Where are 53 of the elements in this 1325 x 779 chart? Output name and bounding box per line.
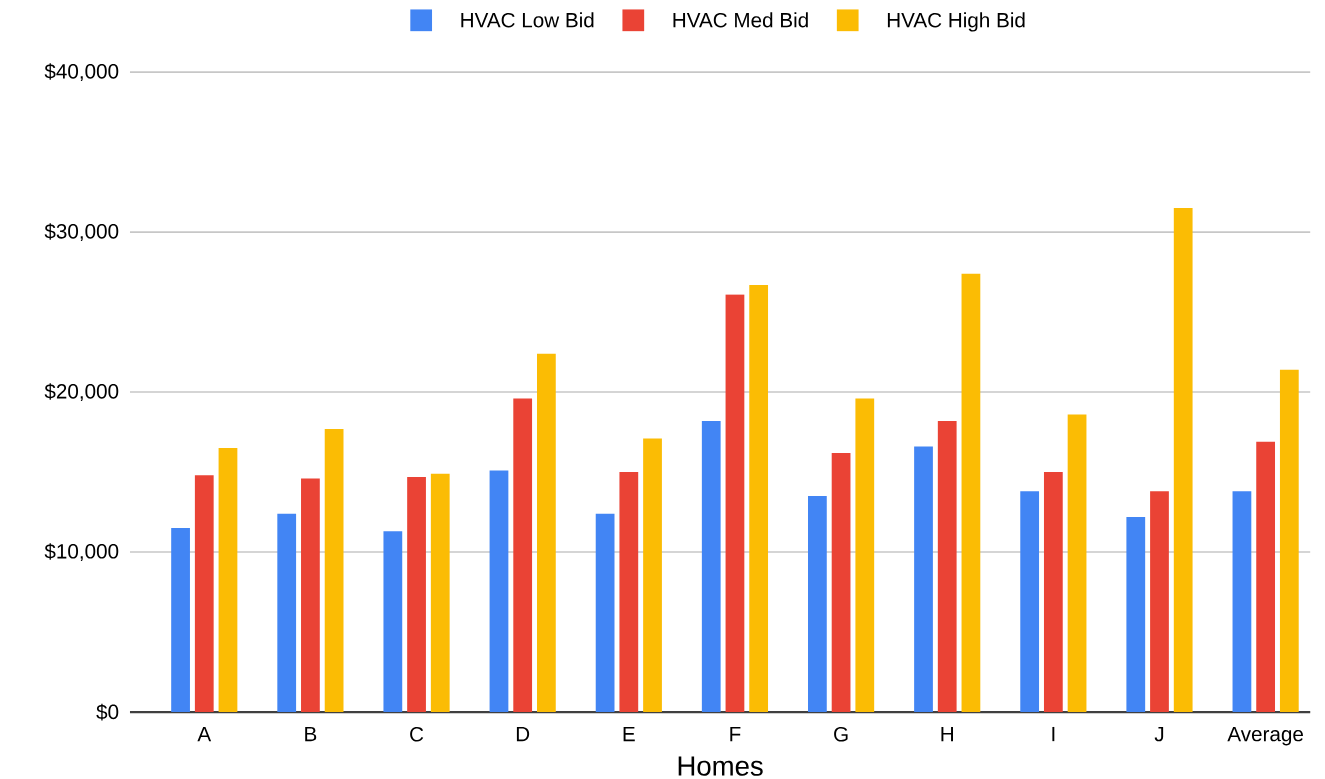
x-tick-label: G — [834, 726, 848, 742]
bar — [1150, 491, 1169, 712]
bar — [961, 273, 981, 712]
legend-label: HVAC Low Bid — [461, 12, 594, 28]
bar — [701, 420, 721, 712]
bar — [301, 478, 320, 712]
bar — [914, 446, 933, 712]
bar — [595, 513, 615, 712]
bar — [937, 420, 957, 712]
bar — [1067, 414, 1087, 712]
bar — [407, 476, 426, 712]
x-tick-label: H — [941, 726, 953, 742]
x-axis-title: Homes — [678, 756, 763, 776]
bar — [749, 284, 769, 712]
y-tick-label: $0 — [96, 703, 119, 721]
x-tick-label: C — [410, 726, 424, 742]
bar — [831, 452, 851, 712]
bar — [430, 473, 450, 712]
y-tick-label: $20,000 — [44, 383, 119, 401]
bar — [194, 475, 214, 712]
legend-label: HVAC High Bid — [887, 12, 1025, 32]
bar — [277, 513, 297, 712]
bar — [537, 353, 556, 712]
bar — [643, 438, 662, 712]
x-tick-label: F — [730, 726, 741, 742]
bar — [1173, 207, 1193, 712]
y-tick-label: $10,000 — [44, 543, 119, 561]
bar — [808, 495, 827, 712]
bar — [1020, 491, 1040, 712]
bar — [1256, 441, 1276, 712]
bar — [855, 398, 875, 712]
x-tick-label: I — [1052, 726, 1055, 742]
y-tick-label: $30,000 — [44, 223, 119, 241]
legend-label: HVAC Med Bid — [673, 12, 808, 28]
x-tick-label: Average — [1227, 726, 1303, 746]
bar — [1043, 471, 1063, 712]
bar — [513, 398, 533, 712]
x-tick-label: J — [1154, 726, 1164, 742]
x-tick-label: B — [305, 726, 317, 742]
y-tick-label: $40,000 — [44, 63, 119, 81]
bar — [1232, 491, 1252, 712]
bar — [619, 471, 639, 712]
bar — [383, 531, 403, 712]
x-tick-label: A — [197, 726, 212, 742]
x-tick-label: E — [623, 726, 635, 742]
bar — [171, 527, 190, 712]
bar — [218, 447, 238, 712]
bar — [489, 470, 509, 712]
bar — [1279, 369, 1299, 712]
bar — [725, 294, 745, 712]
bar — [324, 428, 344, 712]
x-tick-label: D — [516, 726, 530, 742]
bar — [1126, 516, 1146, 712]
